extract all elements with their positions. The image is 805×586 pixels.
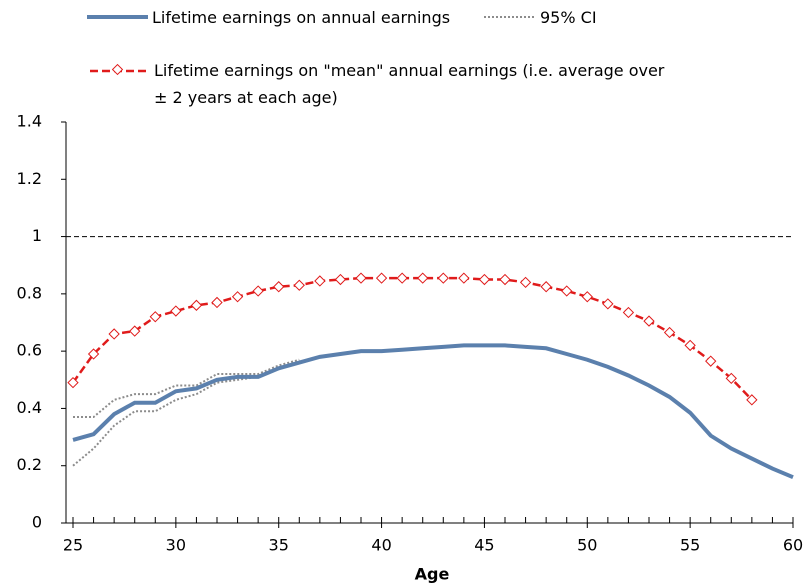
data-marker	[581, 291, 593, 303]
data-marker	[396, 272, 408, 284]
data-marker	[273, 281, 285, 293]
x-tick-label: 60	[783, 536, 803, 555]
ci-upper-line	[73, 358, 300, 419]
y-tick-label: 0.6	[17, 341, 42, 360]
data-marker	[725, 372, 737, 385]
data-marker	[561, 285, 573, 297]
x-tick-label: 35	[269, 536, 289, 555]
legend-marker	[111, 63, 124, 76]
y-tick-label: 0	[32, 513, 42, 532]
data-marker	[622, 306, 635, 319]
x-tick-label: 55	[680, 536, 700, 555]
data-marker	[170, 305, 182, 317]
data-marker	[663, 326, 676, 339]
data-marker	[684, 339, 696, 352]
legend-entry: Lifetime earnings on annual earnings	[152, 8, 451, 27]
x-tick-label: 25	[63, 536, 83, 555]
x-axis-title: Age	[415, 565, 450, 584]
data-marker	[355, 272, 367, 284]
y-tick-label: 1.4	[17, 112, 42, 131]
x-tick-label: 30	[166, 536, 186, 555]
data-marker	[211, 296, 223, 309]
data-marker	[231, 291, 244, 303]
data-marker	[417, 272, 429, 284]
data-marker	[190, 299, 203, 311]
x-tick-label: 50	[577, 536, 597, 555]
data-marker	[334, 273, 347, 286]
y-tick-label: 0.2	[17, 455, 42, 474]
data-marker	[540, 281, 552, 293]
data-marker	[746, 394, 758, 406]
data-marker	[602, 298, 614, 310]
ci-lower-line	[72, 361, 300, 467]
data-marker	[519, 276, 532, 289]
data-marker	[252, 285, 264, 297]
x-tick-label: 45	[474, 536, 494, 555]
data-marker	[67, 376, 79, 389]
data-marker	[314, 275, 326, 287]
data-marker	[458, 272, 470, 284]
y-tick-label: 1	[32, 226, 42, 245]
data-marker	[149, 311, 161, 323]
legend-entry: 95% CI	[540, 8, 597, 27]
data-marker	[108, 328, 120, 340]
data-marker	[87, 348, 100, 360]
series-line	[72, 343, 794, 480]
y-tick-label: 0.8	[17, 283, 42, 302]
data-marker	[478, 273, 491, 286]
y-tick-label: 0.4	[17, 398, 42, 417]
data-marker	[705, 355, 717, 367]
legend-entry: Lifetime earnings on "mean" annual earni…	[154, 61, 665, 107]
data-marker	[643, 315, 655, 327]
y-tick-label: 1.2	[17, 169, 42, 188]
data-marker	[129, 325, 141, 337]
data-marker	[437, 272, 449, 284]
data-marker	[293, 279, 305, 291]
data-marker	[499, 273, 511, 286]
series-line	[71, 276, 753, 401]
data-marker	[375, 272, 388, 284]
x-tick-label: 40	[371, 536, 391, 555]
